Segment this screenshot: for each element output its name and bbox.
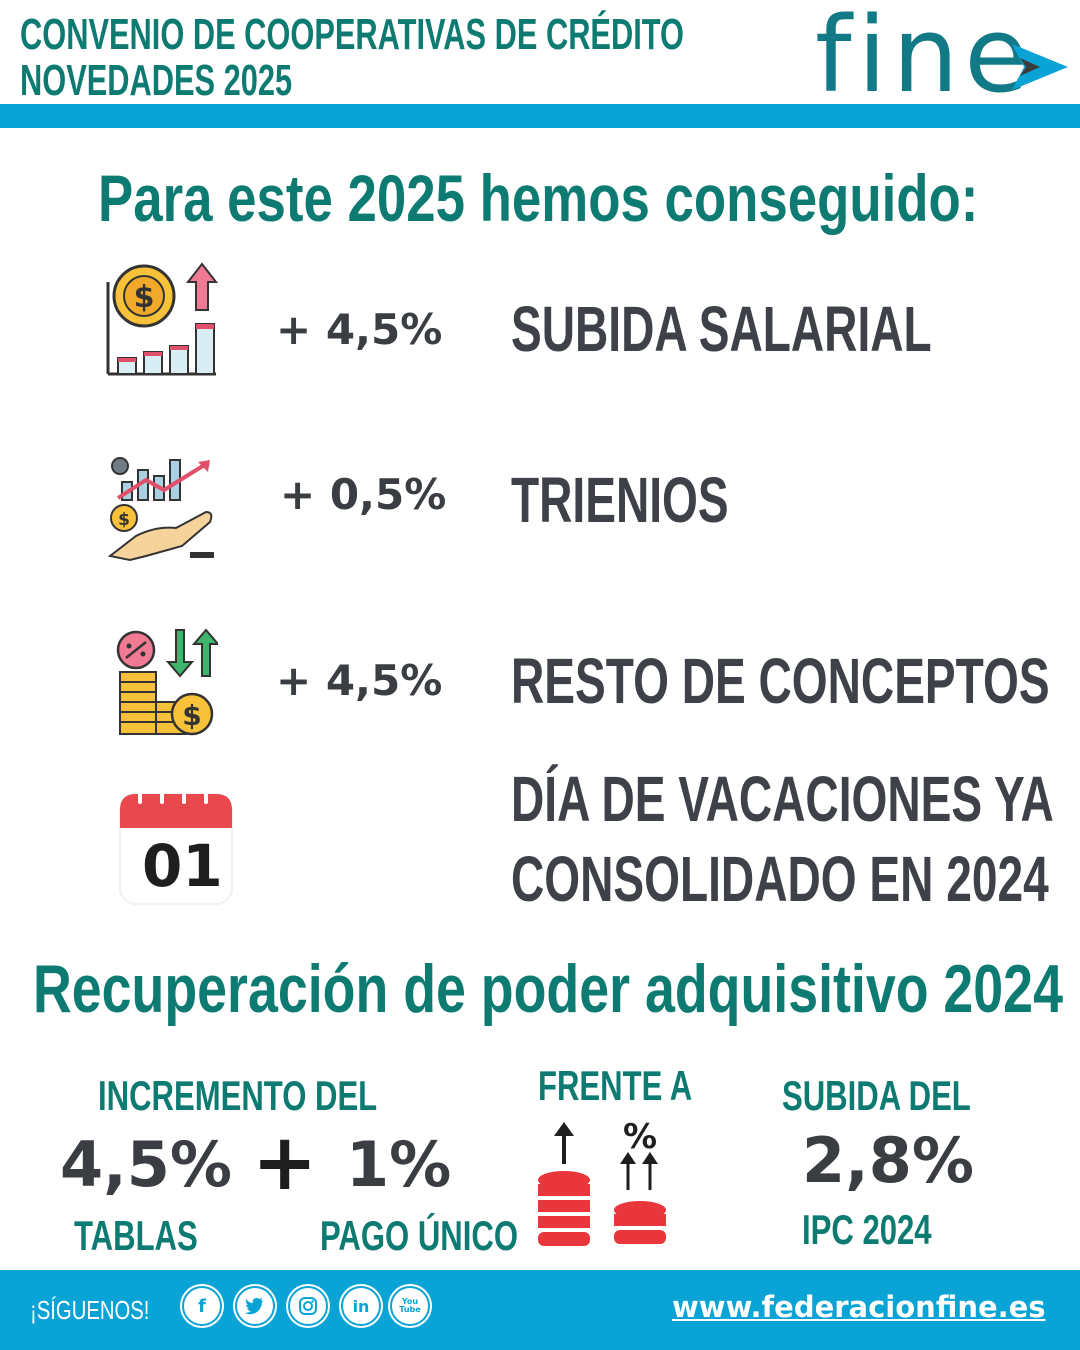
follow-label: ¡SÍGUENOS! <box>30 1295 150 1325</box>
main-heading: Para este 2025 hemos conseguido: <box>98 161 979 235</box>
header-bar <box>0 104 1080 128</box>
header-title-line2: NOVEDADES 2025 <box>20 56 293 105</box>
facebook-icon[interactable]: f <box>182 1286 222 1326</box>
website-link[interactable]: www.federacionfine.es <box>672 1290 1046 1324</box>
fine-logo[interactable]: fine <box>815 0 1034 116</box>
instagram-icon[interactable] <box>288 1286 328 1326</box>
coins-arrows-icon: $ <box>116 628 218 736</box>
subida-title: SUBIDA DEL <box>782 1072 971 1119</box>
ipc-label: IPC 2024 <box>802 1206 932 1253</box>
instagram-camera-glyph <box>299 1297 317 1315</box>
calendar-day: 01 <box>142 832 223 900</box>
youtube-icon[interactable]: You Tube <box>390 1286 430 1326</box>
item4-label-line2: CONSOLIDADO EN 2024 <box>511 843 1049 915</box>
calendar-icon <box>119 790 233 905</box>
twitter-icon[interactable] <box>235 1286 275 1326</box>
header-title-line1: CONVENIO DE COOPERATIVAS DE CRÉDITO <box>20 10 684 59</box>
twitter-bird-glyph <box>245 1297 264 1315</box>
ipc-value: 2,8% <box>802 1124 974 1197</box>
pago-value: 1% <box>346 1128 452 1201</box>
item4-label-line1: DÍA DE VACACIONES YA <box>511 763 1054 835</box>
percent-symbol: % <box>623 1118 657 1157</box>
increment-title: INCREMENTO DEL <box>98 1072 378 1119</box>
coins-comparison-icon: % <box>538 1118 666 1246</box>
item2-value: + 0,5% <box>280 470 447 519</box>
pago-label: PAGO ÚNICO <box>320 1212 519 1259</box>
svg-text:$: $ <box>134 280 155 315</box>
plus-sign: + <box>252 1118 318 1208</box>
logo-arrow-icon <box>1012 44 1068 90</box>
svg-text:$: $ <box>118 510 130 530</box>
svg-text:$: $ <box>182 699 201 732</box>
item1-value: + 4,5% <box>276 305 443 354</box>
item3-value: + 4,5% <box>276 656 443 705</box>
linkedin-icon[interactable]: in <box>341 1286 381 1326</box>
item2-label: TRIENIOS <box>511 464 729 536</box>
section2-heading: Recuperación de poder adquisitivo 2024 <box>33 951 1063 1027</box>
item3-label: RESTO DE CONCEPTOS <box>511 645 1050 717</box>
tablas-value: 4,5% <box>60 1128 232 1201</box>
logo-text: fine <box>815 0 1035 116</box>
salary-raise-icon: $ <box>106 262 219 376</box>
item1-label: SUBIDA SALARIAL <box>511 293 932 365</box>
frente-title: FRENTE A <box>538 1062 693 1109</box>
tablas-label: TABLAS <box>74 1212 198 1259</box>
footer-bar <box>0 1270 1080 1350</box>
growth-hand-icon: $ <box>107 457 214 562</box>
